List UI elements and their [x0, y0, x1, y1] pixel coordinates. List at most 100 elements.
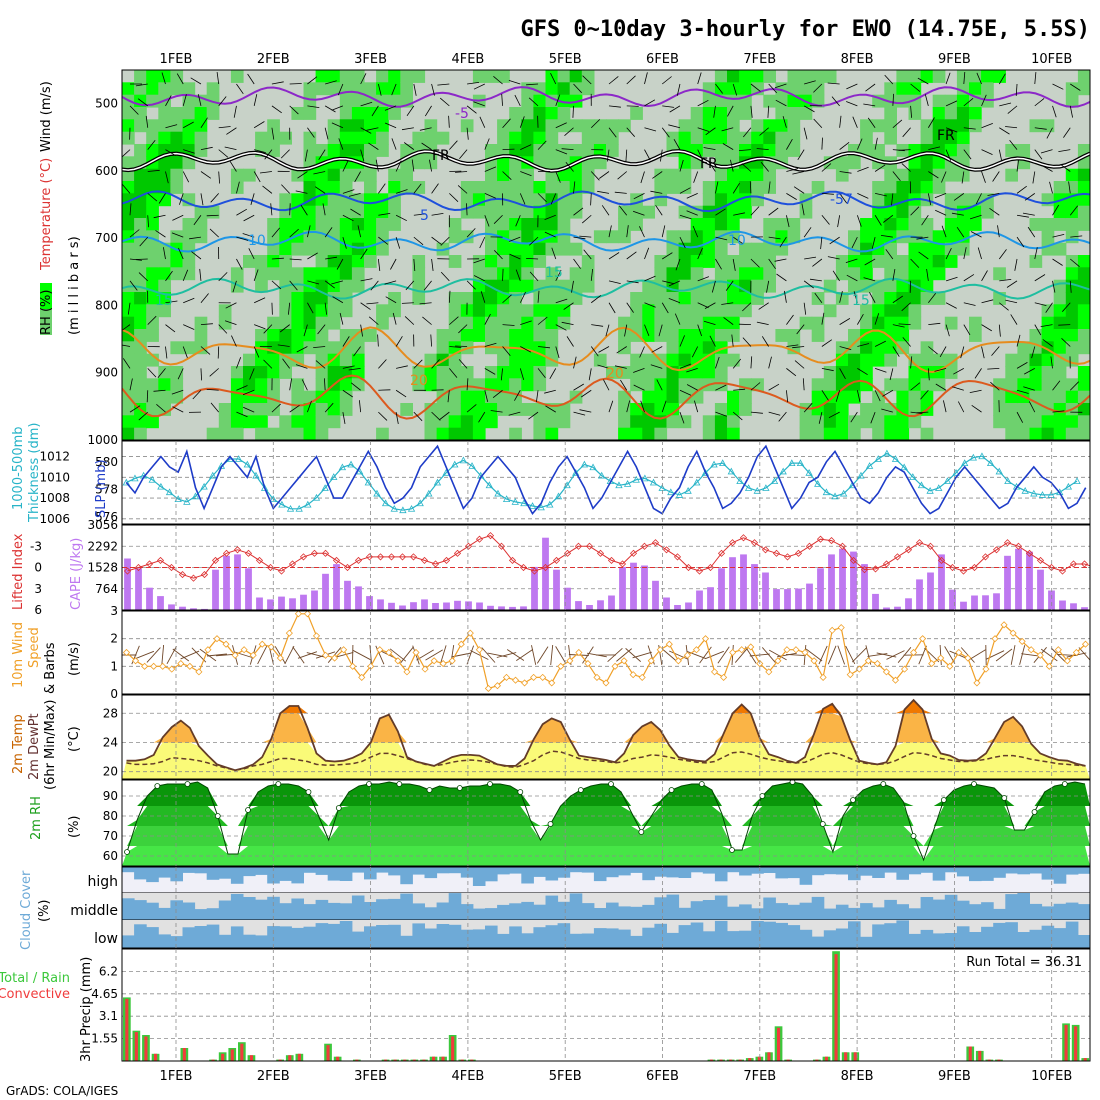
rh-cell	[642, 304, 655, 318]
wind-barb	[723, 317, 734, 325]
wind-barb	[307, 127, 315, 138]
rh-cell	[775, 94, 789, 108]
rh-cell	[351, 94, 365, 108]
wind-barb	[331, 280, 343, 285]
wind-barb	[324, 402, 334, 413]
wind-speed-point	[132, 657, 140, 665]
precip-convective-bar	[336, 1056, 340, 1061]
rh-cell	[920, 353, 934, 367]
cloud-cover-bar	[618, 929, 631, 948]
cape-bar	[333, 564, 340, 610]
wind-barb	[618, 205, 628, 216]
rh-cell	[860, 218, 873, 231]
lifted-index-point	[827, 537, 836, 545]
rh-cell	[1017, 427, 1031, 440]
rh-cell	[872, 119, 885, 133]
rh-cell	[920, 70, 934, 83]
thickness-point	[710, 460, 718, 468]
panel-frame	[121, 440, 1091, 525]
wind-barb	[139, 236, 149, 247]
wind-barb	[324, 302, 327, 315]
cloud-cover-bar	[460, 904, 474, 920]
wind-barb	[378, 411, 388, 421]
rh-cell	[134, 168, 147, 182]
wind-barb	[732, 411, 743, 421]
rh-cell	[702, 181, 716, 194]
rh-cell	[932, 107, 946, 120]
cape-bar	[971, 595, 978, 610]
wind-barb	[324, 105, 336, 113]
cape-bar	[1037, 569, 1044, 610]
wind-barb	[122, 324, 131, 331]
wind-barb-10m	[734, 647, 749, 663]
precip-convective-bar	[249, 1055, 253, 1061]
rh-cell	[896, 415, 910, 429]
wind-barb	[974, 368, 982, 379]
cloud-cover-bar	[642, 904, 655, 920]
cape-bar	[575, 601, 582, 610]
rh-cell	[146, 390, 159, 404]
cape-bar	[223, 555, 230, 610]
wind-barb	[1034, 127, 1047, 130]
wind-barb	[161, 72, 166, 85]
rh-cell	[303, 316, 317, 330]
wind-barb	[999, 127, 1010, 135]
cloud-cover-bar	[969, 932, 982, 948]
thickness-point	[727, 467, 735, 475]
wind-barb	[821, 390, 829, 401]
wind-barb	[236, 181, 240, 194]
rh-cell	[944, 107, 958, 120]
rh-cell	[291, 218, 305, 231]
wind-barb	[254, 297, 266, 304]
rh-cell	[448, 427, 462, 440]
rh-cell	[811, 329, 825, 342]
rh-2m-point	[910, 833, 917, 839]
rh-cell	[593, 230, 607, 244]
wind-barb	[178, 247, 184, 260]
rh-cell	[545, 193, 559, 207]
cloud-cover-bar	[279, 867, 292, 881]
wind-barb-10m	[206, 653, 227, 657]
cloud-cover-bar	[678, 867, 692, 878]
rh-cell	[448, 329, 462, 342]
wind-barb	[324, 280, 335, 289]
rh-cell	[122, 316, 135, 330]
wind-speed-point	[294, 611, 302, 618]
wind-speed-point	[521, 679, 529, 687]
wind-speed-point	[710, 668, 719, 676]
wind-barb	[738, 149, 751, 151]
y-tick-label: 3	[34, 582, 42, 596]
wind-barb	[901, 302, 911, 312]
cloud-cover-bar	[303, 904, 317, 920]
precip-convective-bar	[288, 1055, 292, 1061]
rh-cell	[666, 366, 680, 379]
wind-barb	[686, 384, 698, 391]
rh-cell	[327, 366, 341, 379]
rh-cell	[678, 205, 692, 219]
cloud-cover-bar	[364, 867, 377, 880]
wind-barb	[440, 236, 450, 246]
rh-cell	[811, 390, 825, 404]
wind-barb	[138, 272, 149, 282]
wind-barb	[484, 215, 490, 227]
cloud-cover-bar	[448, 924, 462, 948]
cape-bar	[520, 606, 527, 610]
cape-bar	[1026, 551, 1033, 610]
isotherm-line	[122, 150, 1090, 172]
thickness-point	[390, 504, 398, 512]
rh-cell	[702, 144, 716, 157]
cloud-cover-bar	[884, 923, 897, 948]
wind-barb	[153, 214, 166, 219]
wind-barb	[1069, 280, 1072, 293]
rh-cell	[448, 230, 462, 244]
wind-barb	[598, 346, 610, 353]
rh-cell	[533, 353, 547, 367]
wind-barb	[625, 149, 628, 162]
lifted-index-point	[981, 553, 990, 561]
cloud-cover-bar	[412, 923, 425, 948]
x-tick-label-top: 9FEB	[938, 52, 971, 67]
rh-cell	[727, 205, 740, 219]
rh-cell	[884, 292, 897, 305]
rh-cell	[642, 316, 655, 330]
rh-cell	[339, 378, 353, 392]
